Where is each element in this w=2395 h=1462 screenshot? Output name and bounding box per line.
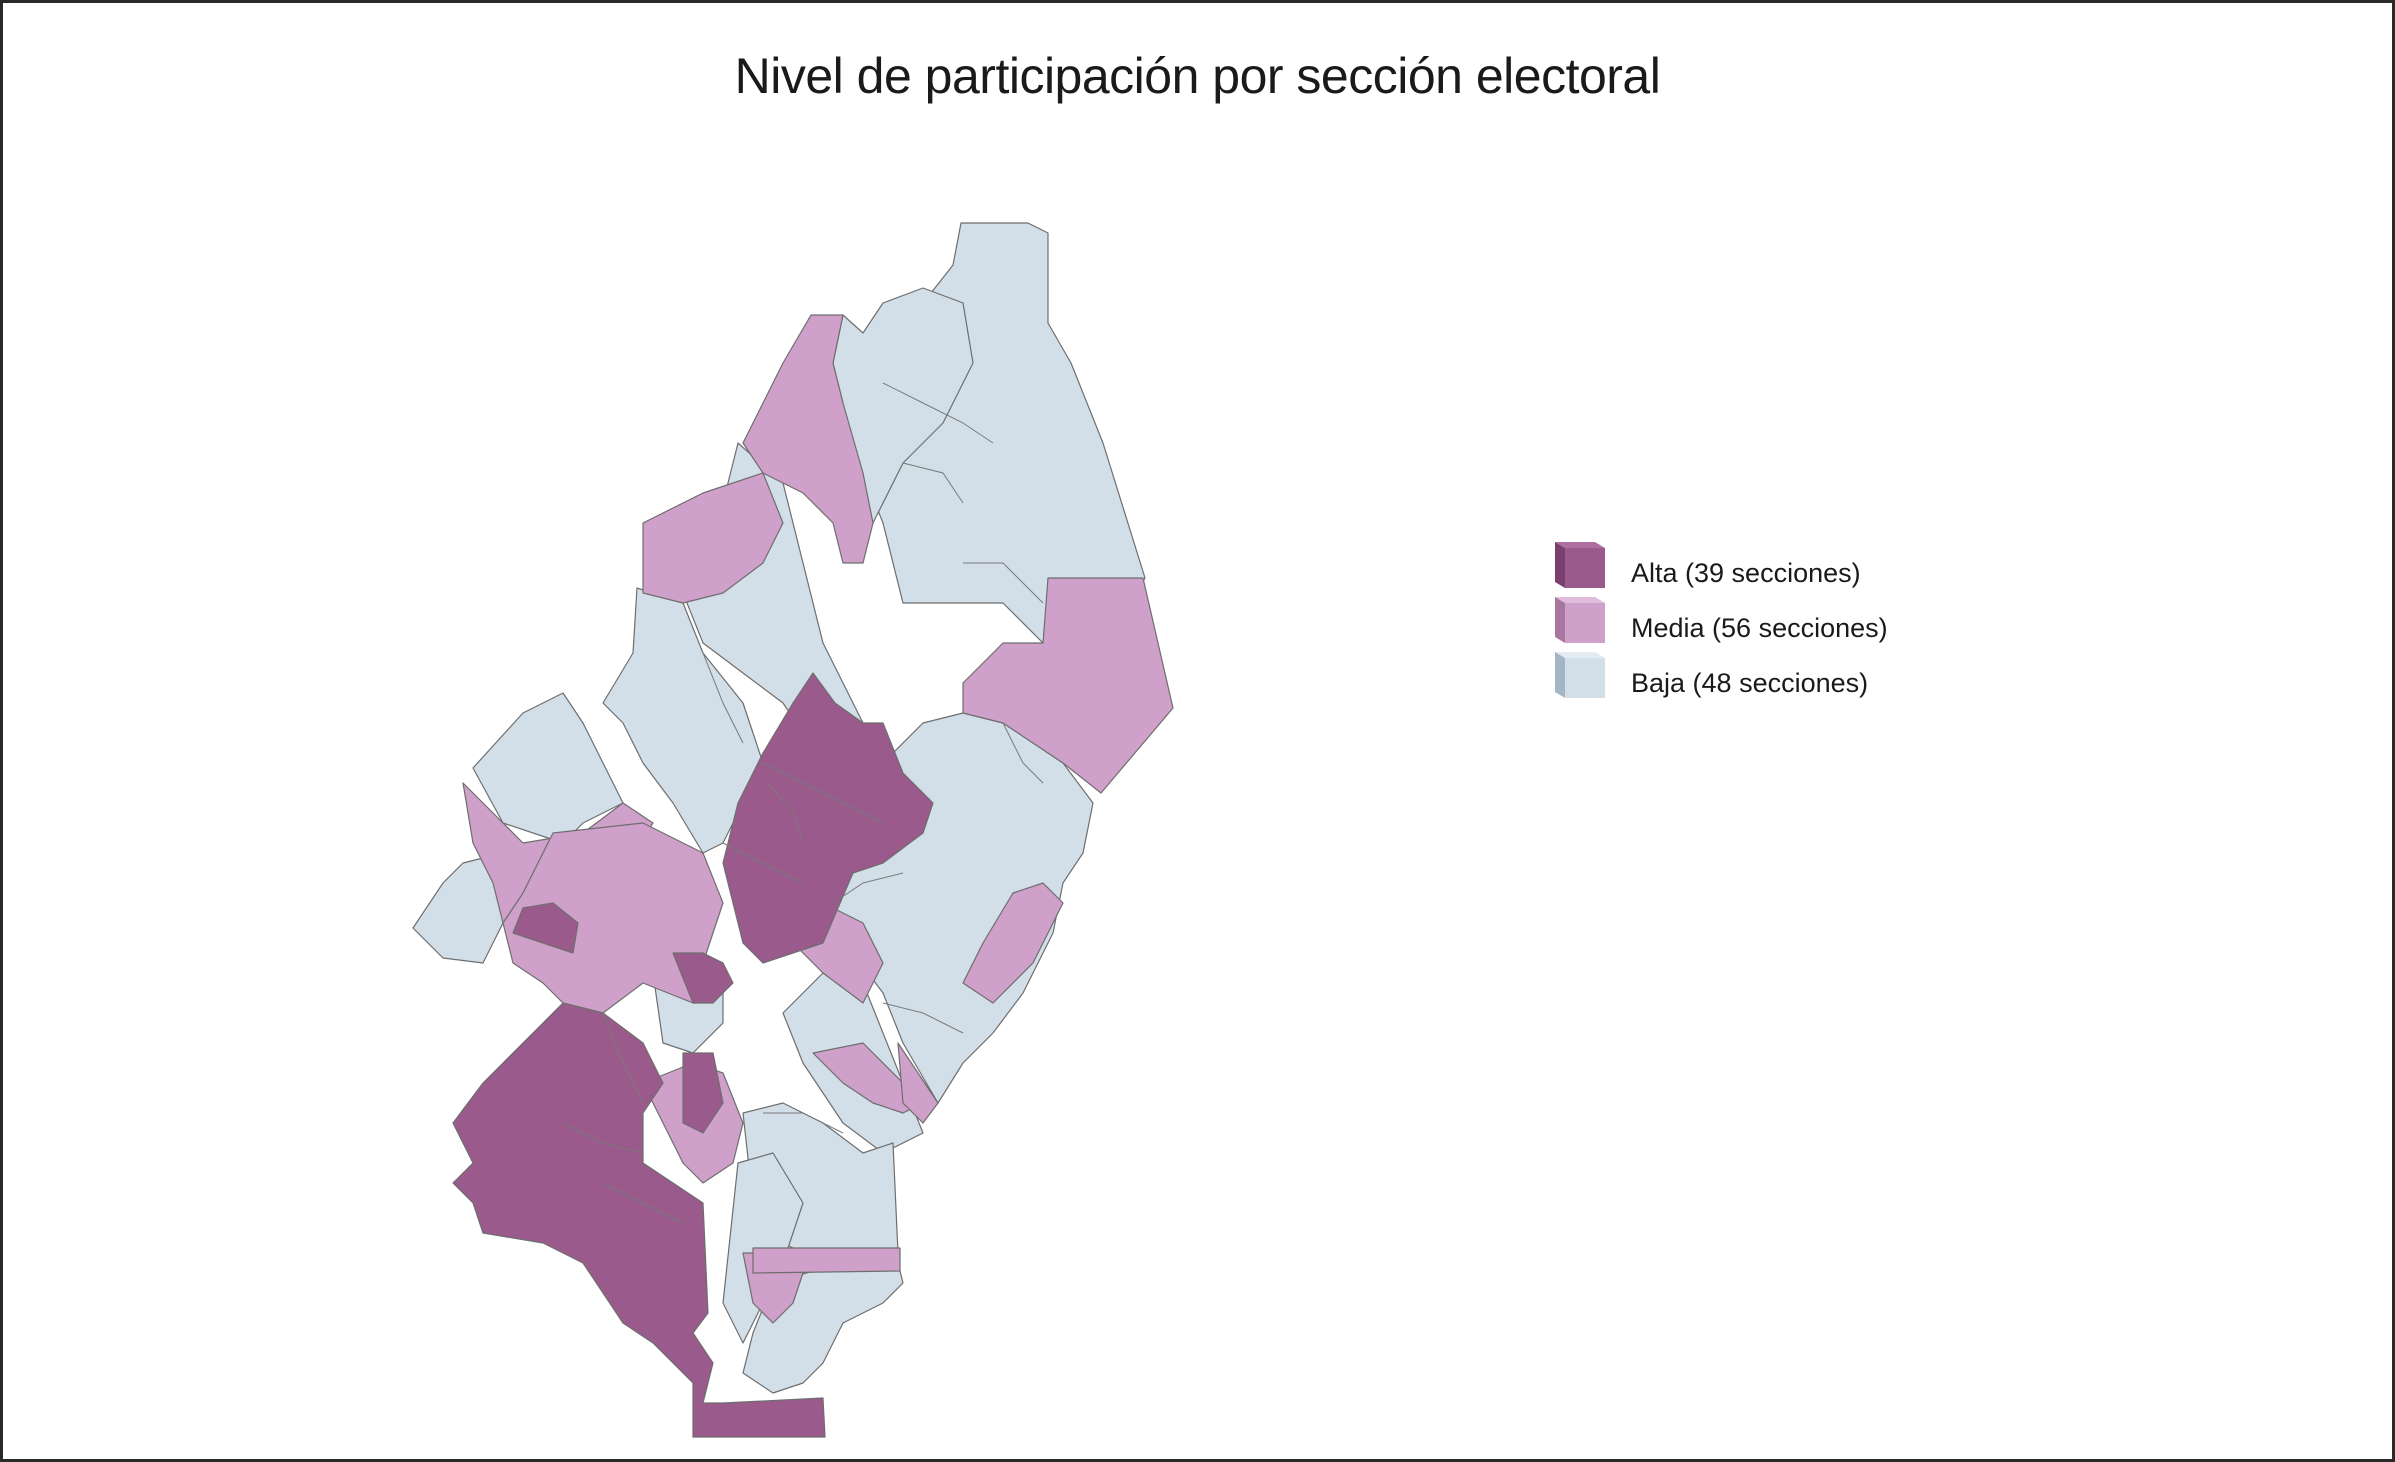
legend-label-baja: Baja (48 secciones) <box>1631 668 1869 698</box>
purple-light-cube-icon <box>1555 597 1605 643</box>
map-section <box>452 1002 826 1438</box>
map-title: Nivel de participación por sección elect… <box>734 48 1661 104</box>
section-borders <box>562 382 1044 1224</box>
map-section <box>602 587 764 854</box>
legend-label-media: Media (56 secciones) <box>1631 613 1888 643</box>
map-section <box>502 822 724 1014</box>
district-map <box>412 222 1174 1438</box>
purple-dark-cube-icon <box>1555 542 1605 588</box>
map-section <box>752 1247 901 1274</box>
legend-item-alta: Alta (39 secciones) <box>1553 538 1973 588</box>
map-section <box>682 1052 724 1134</box>
legend-item-media: Media (56 secciones) <box>1553 593 1973 643</box>
map-section <box>672 952 734 1004</box>
map-section <box>897 1042 939 1124</box>
map-section <box>962 882 1064 1004</box>
map-section <box>472 692 624 844</box>
map-section <box>642 472 784 604</box>
map-section <box>722 672 934 964</box>
alta-regions <box>452 672 934 1438</box>
map-section <box>512 902 579 954</box>
map-section <box>742 314 874 564</box>
blue-gray-cube-icon <box>1555 652 1605 698</box>
legend-item-baja: Baja (48 secciones) <box>1553 648 1973 698</box>
legend-label-alta: Alta (39 secciones) <box>1631 558 1861 588</box>
